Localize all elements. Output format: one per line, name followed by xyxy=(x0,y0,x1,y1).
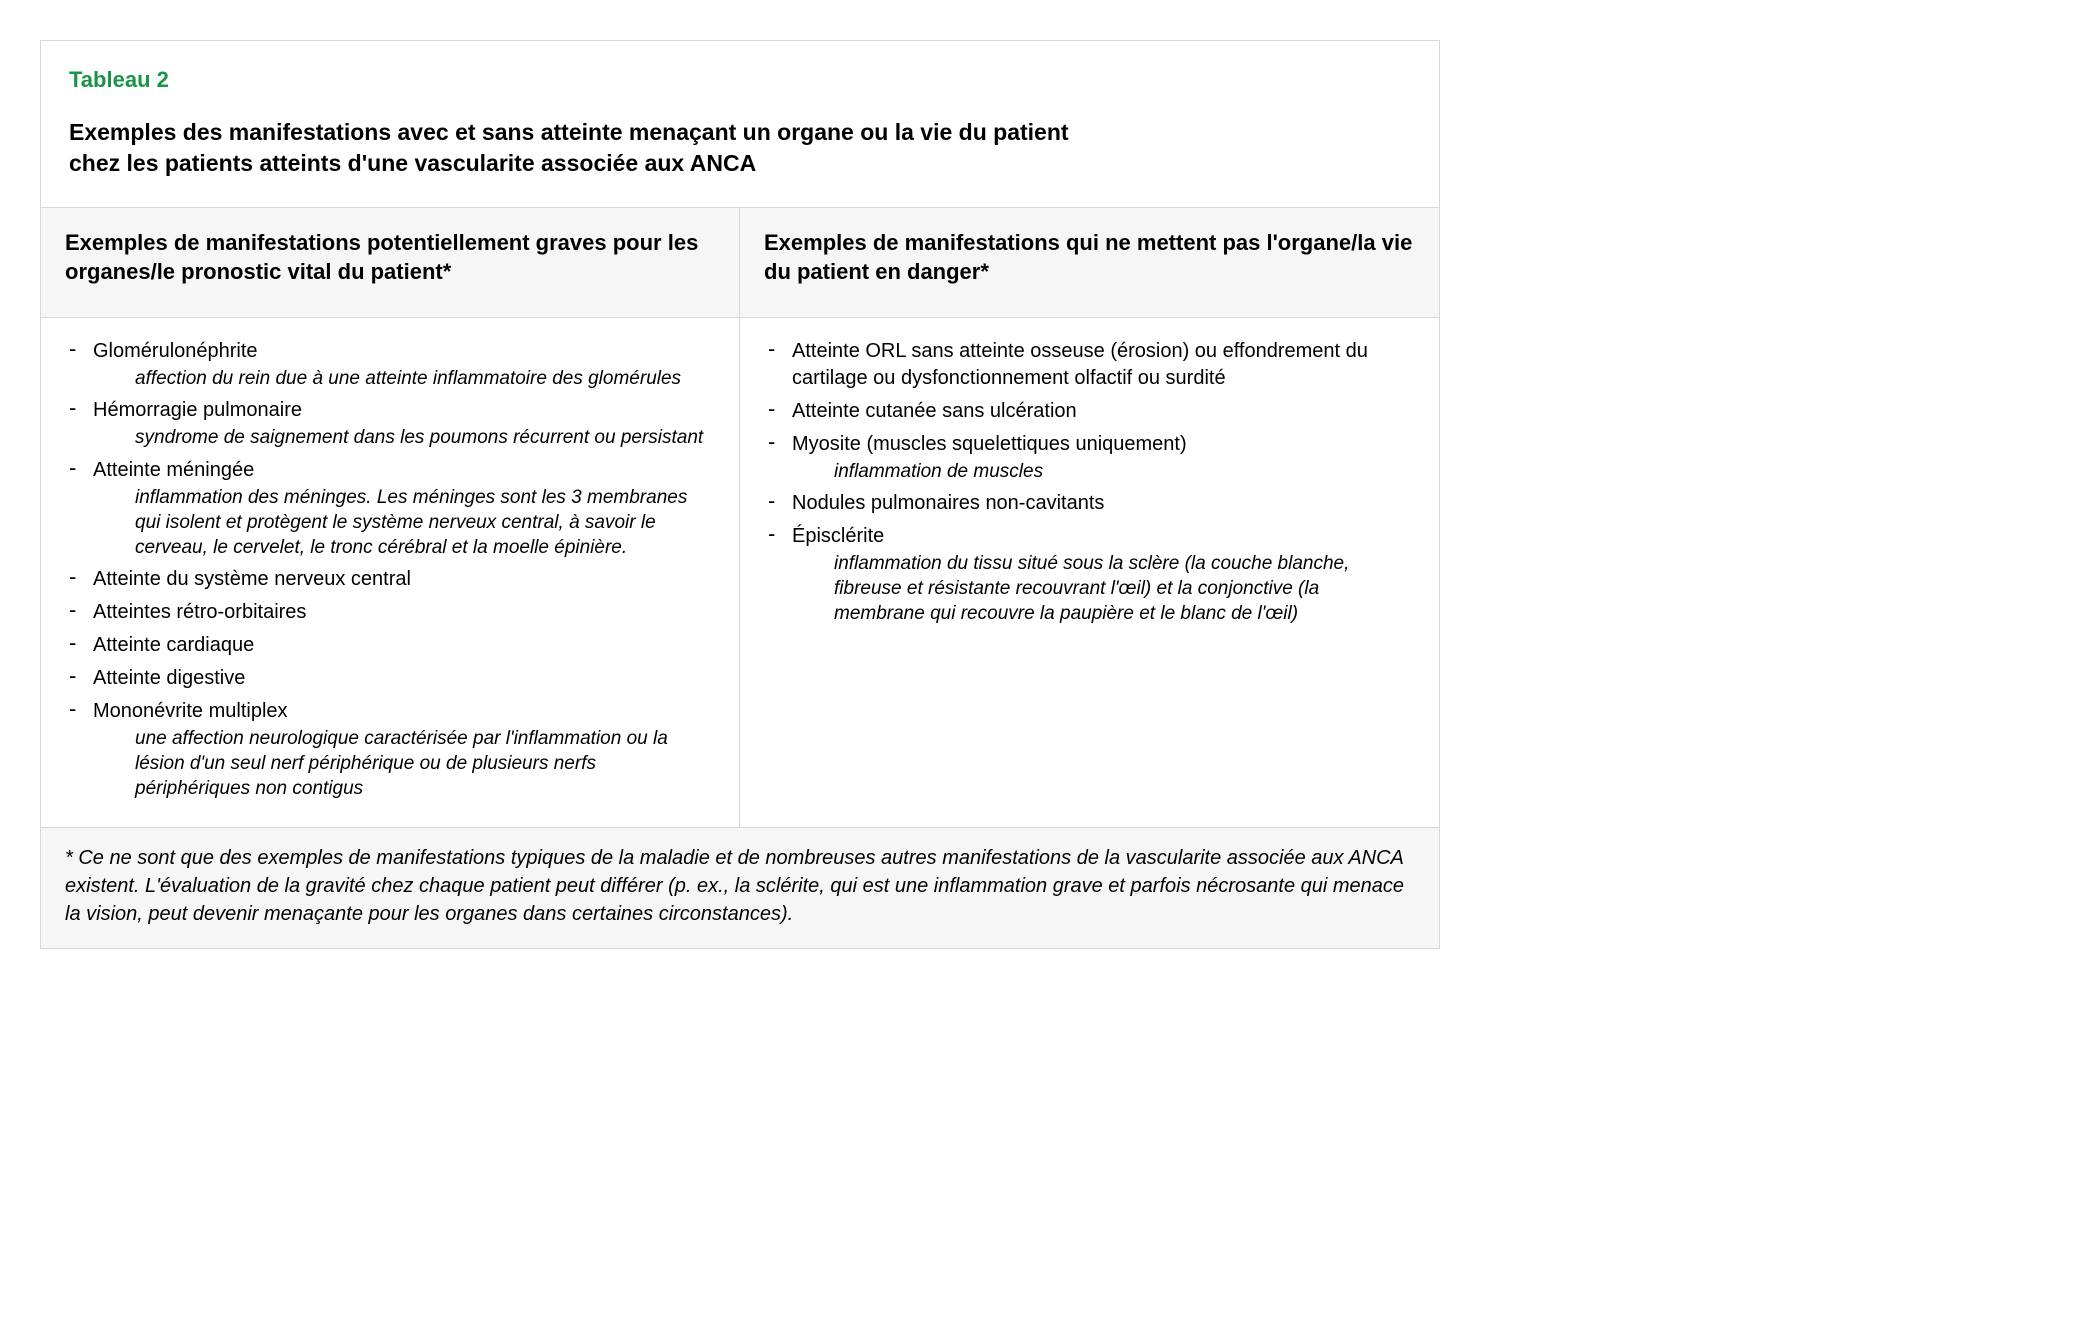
item-label: Atteintes rétro-orbitaires xyxy=(93,599,715,626)
item-label: Mononévrite multiplex xyxy=(93,698,715,725)
column-nonsevere: Exemples de manifestations qui ne metten… xyxy=(740,208,1439,828)
column-severe-body: Glomérulonéphrite affection du rein due … xyxy=(41,318,739,828)
column-severe-header: Exemples de manifestations potentielleme… xyxy=(41,208,739,318)
tableau-footnote: * Ce ne sont que des exemples de manifes… xyxy=(41,827,1439,948)
item-label: Atteinte cutanée sans ulcération xyxy=(792,398,1415,425)
list-item: Glomérulonéphrite affection du rein due … xyxy=(65,338,715,392)
list-item: Hémorragie pulmonaire syndrome de saigne… xyxy=(65,397,715,451)
item-label: Nodules pulmonaires non-cavitants xyxy=(792,490,1415,517)
tableau-title-line2: chez les patients atteints d'une vascula… xyxy=(69,150,756,176)
column-nonsevere-body: Atteinte ORL sans atteinte osseuse (éros… xyxy=(740,318,1439,653)
column-severe-list: Glomérulonéphrite affection du rein due … xyxy=(65,338,715,802)
item-label: Épisclérite xyxy=(792,523,1415,550)
column-nonsevere-list: Atteinte ORL sans atteinte osseuse (éros… xyxy=(764,338,1415,627)
list-item: Atteinte ORL sans atteinte osseuse (éros… xyxy=(764,338,1415,392)
item-desc: une affection neurologique caractérisée … xyxy=(135,727,715,801)
list-item: Atteinte du système nerveux central xyxy=(65,566,715,593)
item-desc: inflammation du tissu situé sous la sclè… xyxy=(834,552,1415,626)
item-desc: inflammation des méninges. Les méninges … xyxy=(135,486,715,560)
list-item: Atteintes rétro-orbitaires xyxy=(65,599,715,626)
item-label: Atteinte du système nerveux central xyxy=(93,566,715,593)
item-desc: syndrome de saignement dans les poumons … xyxy=(135,426,715,451)
item-label: Atteinte digestive xyxy=(93,665,715,692)
list-item: Mononévrite multiplex une affection neur… xyxy=(65,698,715,801)
item-label: Hémorragie pulmonaire xyxy=(93,397,715,424)
item-desc: inflammation de muscles xyxy=(834,460,1415,485)
item-label: Myosite (muscles squelettiques uniquemen… xyxy=(792,431,1415,458)
column-severe: Exemples de manifestations potentielleme… xyxy=(41,208,740,828)
tableau-title-line1: Exemples des manifestations avec et sans… xyxy=(69,119,1069,145)
item-label: Atteinte méningée xyxy=(93,457,715,484)
tableau-columns-row: Exemples de manifestations potentielleme… xyxy=(41,207,1439,828)
list-item: Atteinte cardiaque xyxy=(65,632,715,659)
tableau-header-block: Tableau 2 Exemples des manifestations av… xyxy=(41,41,1439,207)
item-label: Atteinte cardiaque xyxy=(93,632,715,659)
list-item: Atteinte cutanée sans ulcération xyxy=(764,398,1415,425)
tableau-label: Tableau 2 xyxy=(69,65,1411,95)
item-label: Glomérulonéphrite xyxy=(93,338,715,365)
tableau-title: Exemples des manifestations avec et sans… xyxy=(69,117,1411,179)
list-item: Myosite (muscles squelettiques uniquemen… xyxy=(764,431,1415,485)
column-nonsevere-header: Exemples de manifestations qui ne metten… xyxy=(740,208,1439,318)
item-desc: affection du rein due à une atteinte inf… xyxy=(135,367,715,392)
list-item: Atteinte digestive xyxy=(65,665,715,692)
list-item: Nodules pulmonaires non-cavitants xyxy=(764,490,1415,517)
item-label: Atteinte ORL sans atteinte osseuse (éros… xyxy=(792,338,1415,392)
tableau-container: Tableau 2 Exemples des manifestations av… xyxy=(40,40,1440,949)
list-item: Atteinte méningée inflammation des ménin… xyxy=(65,457,715,560)
list-item: Épisclérite inflammation du tissu situé … xyxy=(764,523,1415,626)
